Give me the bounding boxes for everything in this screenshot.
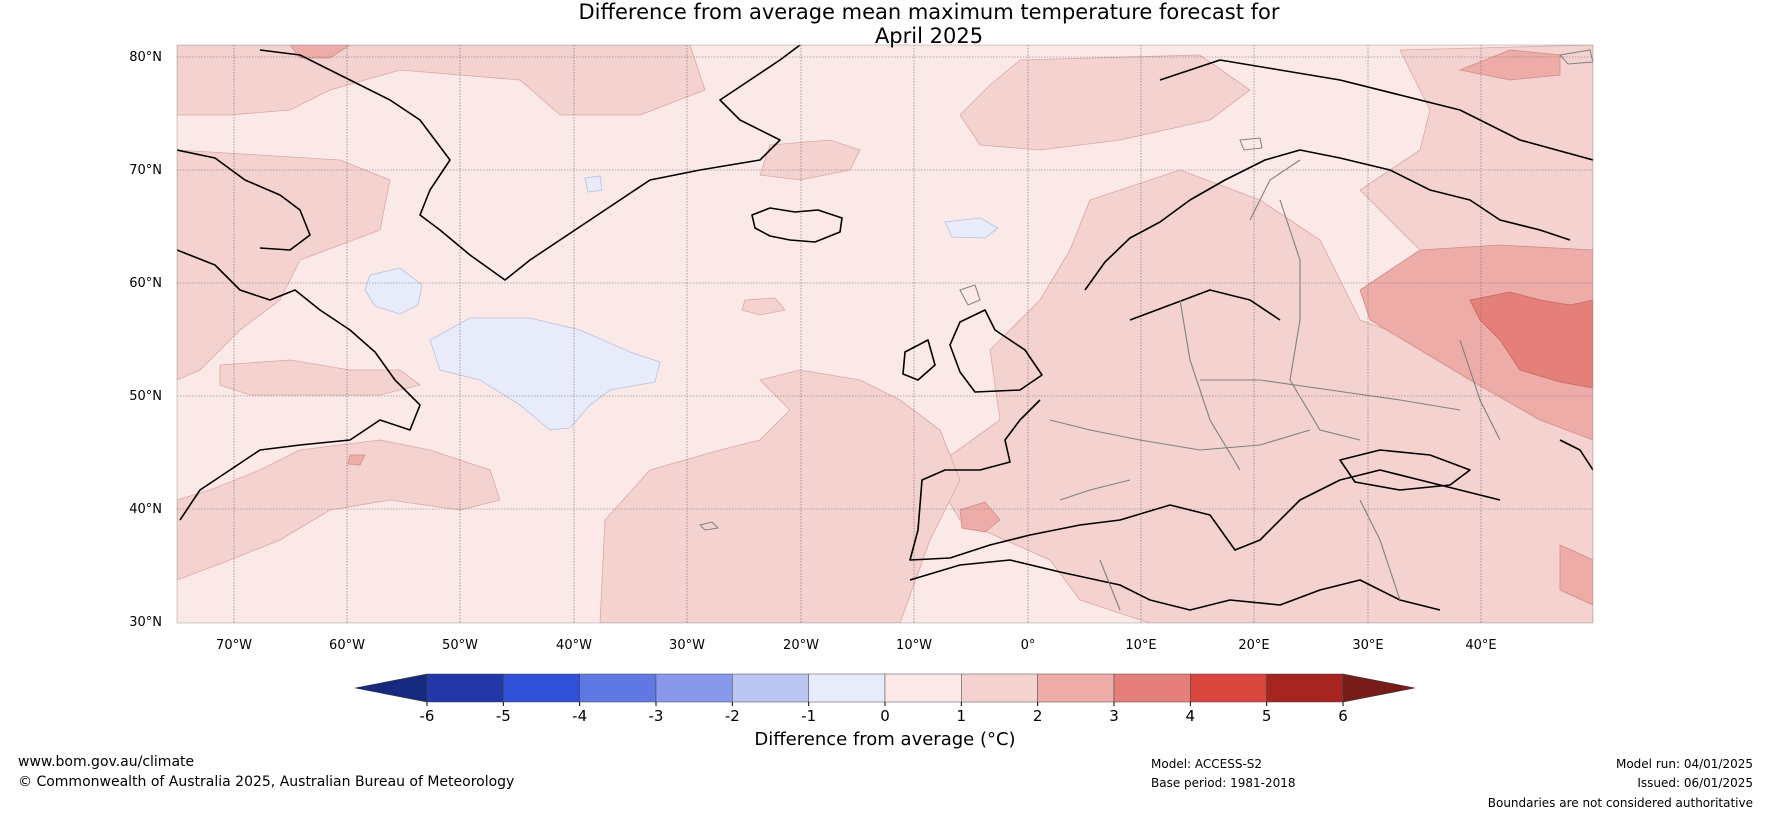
colorbar-bin: [1113, 673, 1191, 703]
colorbar-bin: [808, 673, 886, 703]
footer-issued: Issued: 06/01/2025: [1637, 776, 1753, 790]
colorbar-bin: [732, 673, 809, 703]
colorbar-tick-label: -6: [420, 707, 435, 725]
lon-label: 60°W: [329, 638, 365, 653]
colorbar-bin: [1037, 673, 1115, 703]
colorbar-tick-label: 4: [1186, 707, 1196, 725]
lon-label: 40°E: [1465, 638, 1496, 653]
coastlines: [177, 45, 1593, 611]
canadian-arctic-coastline: [177, 149, 311, 251]
colorbar-tick-label: 2: [1033, 707, 1043, 725]
lon-label: 10°W: [896, 638, 932, 653]
british-isles-coastline: [902, 309, 1043, 393]
colorbar-tick-label: 5: [1262, 707, 1272, 725]
anomaly-2-3-regions: [289, 45, 1593, 606]
colorbar-label: Difference from average (°C): [754, 729, 1016, 750]
lon-label: 70°W: [216, 638, 252, 653]
colorbar-bin: [503, 673, 580, 703]
lon-label: 30°E: [1352, 638, 1383, 653]
country-borders: [1049, 159, 1501, 611]
colorbar: -6 -5 -4 -3 -2 -1 0 1 2 3 4 5 6: [354, 673, 1416, 725]
lat-label: 80°N: [129, 50, 162, 65]
colorbar-bin: [579, 673, 657, 703]
lat-label: 60°N: [129, 276, 162, 291]
colorbar-bin: [426, 673, 504, 703]
footer-base-period: Base period: 1981-2018: [1151, 776, 1296, 790]
colorbar-bin: [1266, 673, 1344, 703]
small-islands: [699, 49, 1593, 531]
map-title: Difference from average mean maximum tem…: [0, 0, 1770, 48]
colorbar-tick-label: 1: [957, 707, 967, 725]
colorbar-bin: [655, 673, 733, 703]
labrador-coastline: [177, 249, 421, 521]
africa-coastline: [909, 559, 1441, 611]
footer-url: www.bom.gov.au/climate: [18, 754, 195, 770]
europe-coastline: [909, 399, 1501, 561]
title-line-2: April 2025: [874, 24, 984, 48]
map-frame: [176, 44, 1594, 624]
iceland-coastline: [751, 207, 843, 243]
footer-copyright: © Commonwealth of Australia 2025, Austra…: [18, 774, 515, 790]
colorbar-tick-label: -5: [496, 707, 511, 725]
colorbar-tick-label: 0: [880, 707, 890, 725]
longitude-labels: 70°W 60°W 50°W 40°W 30°W 20°W 10°W 0° 10…: [216, 638, 1497, 653]
lat-label: 50°N: [129, 389, 162, 404]
footer-disclaimer: Boundaries are not considered authoritat…: [1487, 796, 1753, 810]
lon-label: 0°: [1021, 638, 1036, 653]
lon-label: 20°E: [1238, 638, 1269, 653]
colorbar-bin: [961, 673, 1038, 703]
title-line-1: Difference from average mean maximum tem…: [578, 0, 1280, 24]
black-sea-coastline: [1339, 449, 1471, 491]
colorbar-tick-label: 3: [1109, 707, 1119, 725]
colorbar-low-extend: [354, 673, 428, 703]
footer-model: Model: ACCESS-S2: [1151, 757, 1263, 771]
graticule: [177, 45, 1593, 623]
colorbar-tick-label: 6: [1338, 707, 1348, 725]
russian-arctic-coastline: [1159, 59, 1593, 161]
footer-model-run: Model run: 04/01/2025: [1615, 757, 1753, 771]
lon-label: 20°W: [783, 638, 819, 653]
greenland-coastline: [259, 45, 801, 281]
colorbar-tick-label: -1: [801, 707, 816, 725]
baltic-coastline: [1129, 289, 1281, 321]
anomaly-negative-regions: [364, 175, 999, 431]
colorbar-high-extend: [1342, 673, 1416, 703]
caspian-coastline: [1559, 439, 1593, 471]
colorbar-tick-label: -2: [725, 707, 740, 725]
lat-label: 40°N: [129, 502, 162, 517]
colorbar-bin: [1190, 673, 1267, 703]
lon-label: 50°W: [442, 638, 478, 653]
latitude-labels: 80°N 70°N 60°N 50°N 40°N 30°N: [129, 50, 162, 630]
lon-label: 30°W: [669, 638, 705, 653]
scandinavia-coastline: [1084, 149, 1571, 291]
colorbar-bin: [884, 673, 962, 703]
lat-label: 70°N: [129, 163, 162, 178]
anomaly-3-4-regions: [1469, 291, 1593, 389]
lat-label: 30°N: [129, 615, 162, 630]
lon-label: 10°E: [1125, 638, 1156, 653]
lon-label: 40°W: [556, 638, 592, 653]
colorbar-tick-label: -4: [572, 707, 587, 725]
colorbar-tick-label: -3: [649, 707, 664, 725]
